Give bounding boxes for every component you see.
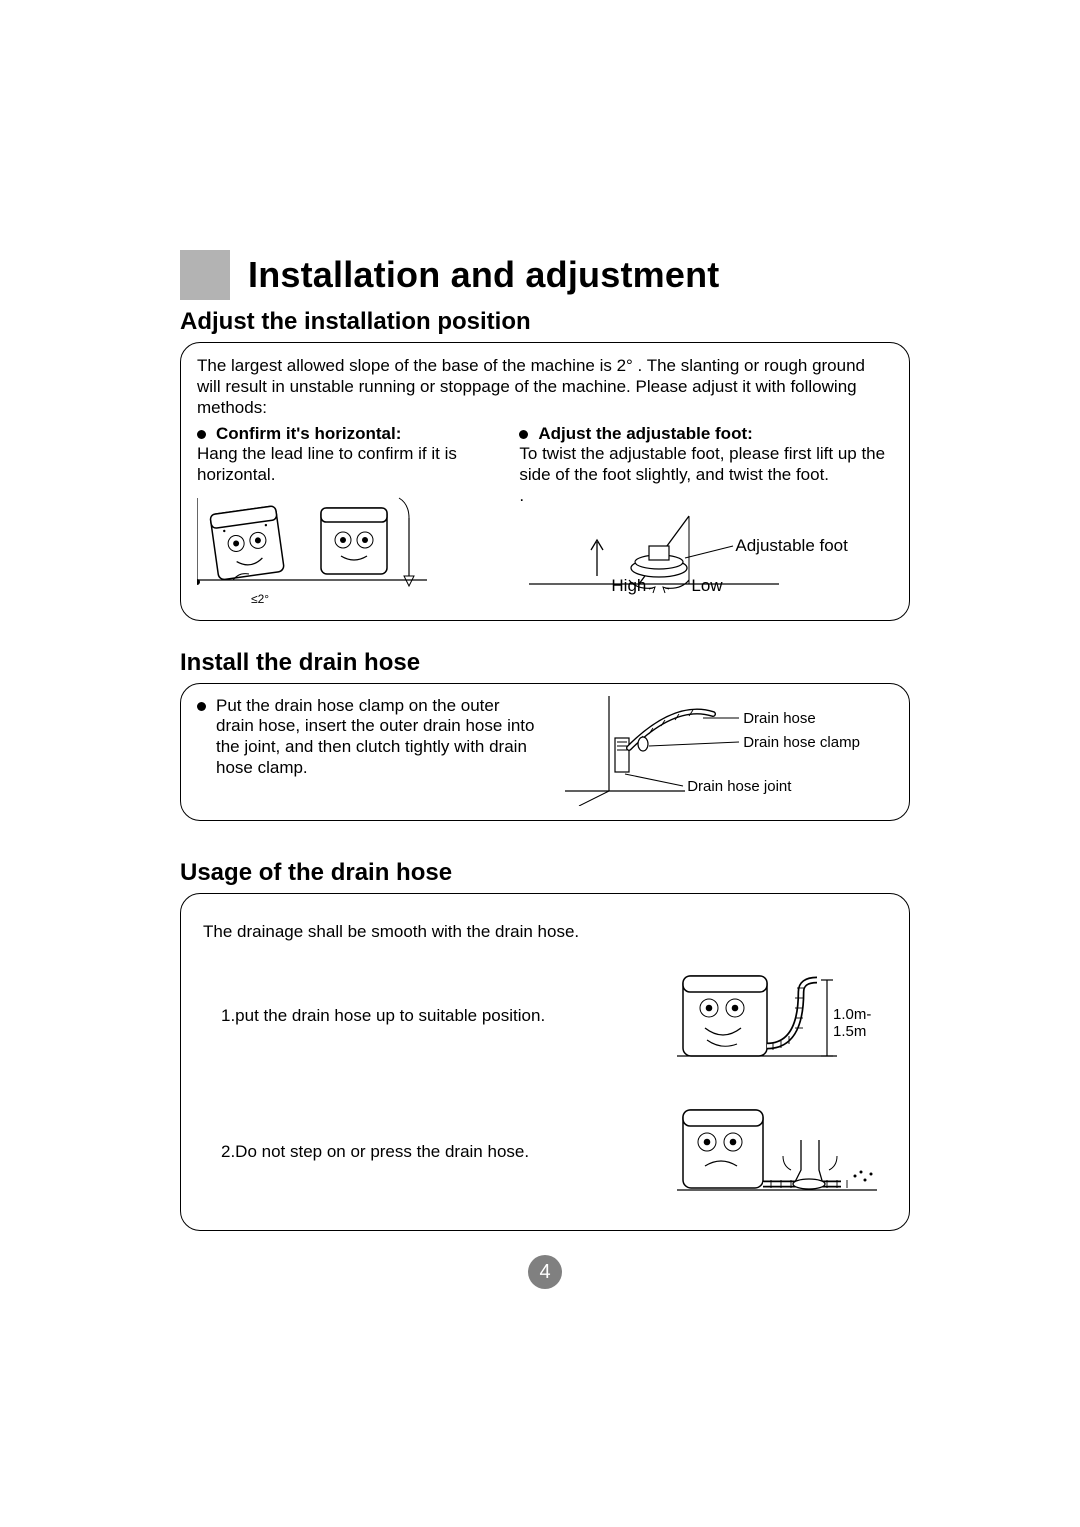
colA-illustration: ≤2° <box>197 494 489 606</box>
section1-intro: The largest allowed slope of the base of… <box>197 355 893 418</box>
colA-bullet: Confirm it's horizontal: <box>216 424 401 444</box>
usage-illus-2 <box>677 1102 887 1202</box>
usage-item1: 1.put the drain hose up to suitable posi… <box>203 1006 657 1026</box>
section2-text: Put the drain hose clamp on the outer dr… <box>216 696 541 779</box>
section1-box: The largest allowed slope of the base of… <box>180 342 910 621</box>
colA-text: Hang the lead line to confirm if it is h… <box>197 444 489 485</box>
section1-colA: Confirm it's horizontal: Hang the lead l… <box>197 424 489 605</box>
section2-columns: Put the drain hose clamp on the outer dr… <box>197 696 893 806</box>
low-label: Low <box>691 576 722 597</box>
section1-heading: Adjust the installation position <box>180 308 910 336</box>
colB-bullet: Adjust the adjustable foot: <box>538 424 752 444</box>
title-row: Installation and adjustment <box>180 250 910 300</box>
section2-left: Put the drain hose clamp on the outer dr… <box>197 696 541 806</box>
colB-text: To twist the adjustable foot, please fir… <box>519 444 893 485</box>
section2-bullet-row: Put the drain hose clamp on the outer dr… <box>197 696 541 779</box>
colB-bullet-row: Adjust the adjustable foot: <box>519 424 893 444</box>
colB-illustration: Adjustable foot High Low <box>519 514 893 594</box>
height-label: 1.0m-1.5m <box>833 1006 887 1040</box>
usage-row-2: 2.Do not step on or press the drain hose… <box>203 1102 887 1202</box>
hose-label: Drain hose <box>743 710 816 727</box>
bullet-icon <box>197 430 206 439</box>
usage-illus-1: 1.0m-1.5m <box>677 966 887 1066</box>
section2-heading: Install the drain hose <box>180 649 910 677</box>
page: Installation and adjustment Adjust the i… <box>0 0 1080 1527</box>
page-number: 4 <box>528 1255 562 1289</box>
section1-colB: Adjust the adjustable foot: To twist the… <box>519 424 893 605</box>
colA-bullet-row: Confirm it's horizontal: <box>197 424 489 444</box>
section3-box: The drainage shall be smooth with the dr… <box>180 893 910 1232</box>
section3-intro: The drainage shall be smooth with the dr… <box>203 922 887 943</box>
section1-columns: Confirm it's horizontal: Hang the lead l… <box>197 424 893 605</box>
section3-heading: Usage of the drain hose <box>180 859 910 887</box>
page-title: Installation and adjustment <box>248 254 719 296</box>
section2-box: Put the drain hose clamp on the outer dr… <box>180 683 910 821</box>
foot-label: Adjustable foot <box>735 536 847 557</box>
title-marker-box <box>180 250 230 300</box>
usage-row-1: 1.put the drain hose up to suitable posi… <box>203 966 887 1066</box>
bullet-icon <box>519 430 528 439</box>
joint-label: Drain hose joint <box>687 778 791 795</box>
angle-label: ≤2° <box>251 592 489 606</box>
section2-right: Drain hose Drain hose clamp Drain hose j… <box>565 696 893 806</box>
colB-dot: . <box>519 486 893 507</box>
high-label: High <box>611 576 646 597</box>
usage-item2: 2.Do not step on or press the drain hose… <box>203 1142 657 1162</box>
clamp-label: Drain hose clamp <box>743 734 860 751</box>
bullet-icon <box>197 702 206 711</box>
